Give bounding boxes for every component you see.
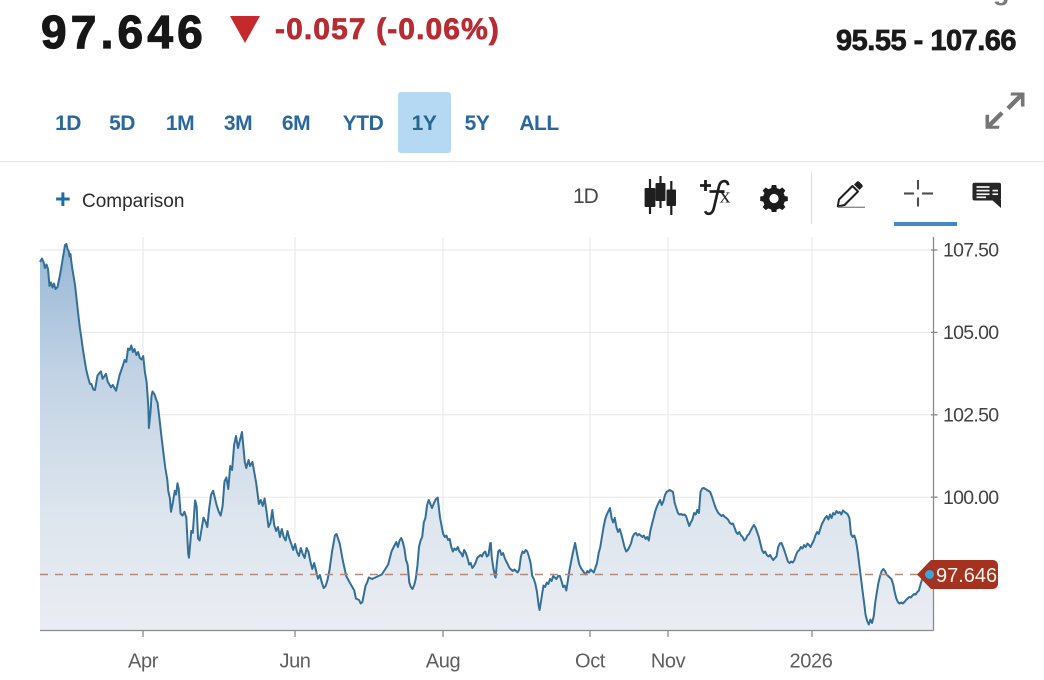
svg-text:x: x (720, 183, 731, 208)
svg-text:105.00: 105.00 (943, 322, 999, 344)
svg-text:2026: 2026 (790, 651, 833, 673)
svg-text:Nov: Nov (651, 651, 686, 673)
svg-text:Apr: Apr (128, 651, 159, 673)
svg-text:97.646: 97.646 (936, 565, 997, 587)
svg-text:100.00: 100.00 (943, 487, 999, 509)
svg-text:Jun: Jun (279, 651, 310, 673)
svg-text:Aug: Aug (426, 651, 460, 673)
svg-text:107.50: 107.50 (943, 240, 999, 262)
svg-text:102.50: 102.50 (943, 404, 999, 426)
svg-text:Oct: Oct (575, 651, 606, 673)
